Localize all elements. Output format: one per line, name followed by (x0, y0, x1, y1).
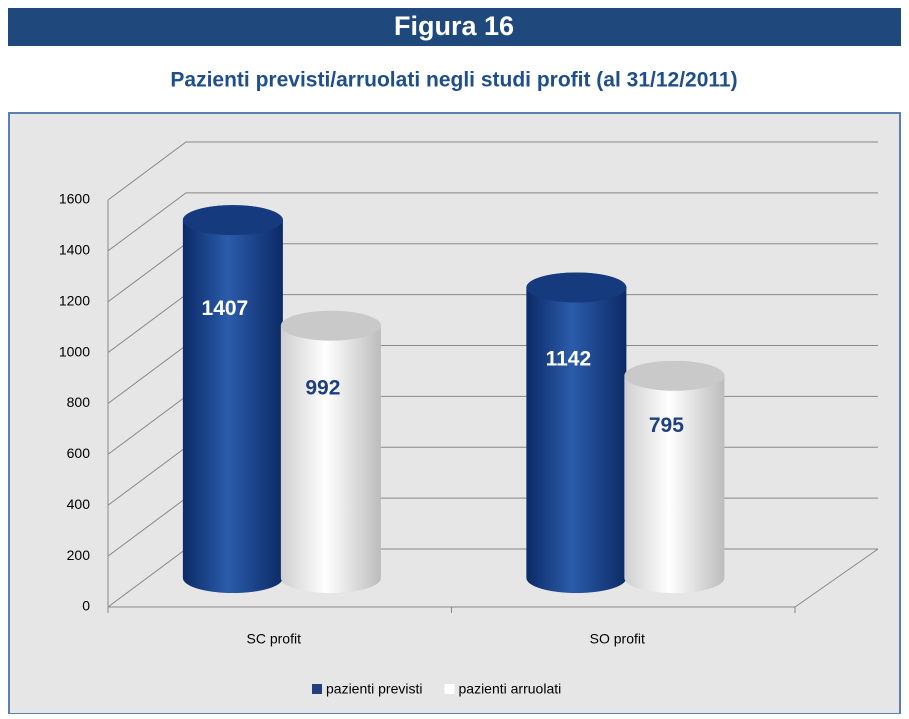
data-label: 1407 (202, 297, 249, 320)
y-tick-label: 200 (67, 547, 91, 563)
grid-line (107, 192, 878, 252)
plot-frame (8, 112, 901, 715)
y-tick-label: 1200 (59, 292, 90, 308)
chart-title: Pazienti previsti/arruolati negli studi … (170, 69, 737, 92)
bar-top (280, 310, 381, 341)
y-tick-label: 1000 (59, 343, 90, 359)
y-tick-label: 600 (67, 445, 91, 461)
legend-label: pazienti previsti (326, 681, 423, 697)
plot: 0 200 400 600 800 1000 1200 1400 1600 SC profit 14… (59, 141, 879, 697)
bar (182, 205, 283, 594)
y-tick-label: 0 (82, 598, 90, 614)
legend-swatch (444, 684, 455, 694)
y-tick-label: 1400 (59, 242, 90, 258)
data-label: 1142 (546, 348, 592, 371)
bar-top (526, 272, 627, 303)
y-tick-label: 400 (67, 496, 91, 512)
y-tick-label: 1600 (59, 191, 90, 207)
bar (624, 360, 725, 594)
y-tick-label: 800 (67, 394, 91, 410)
bar (280, 310, 381, 594)
legend-label: pazienti arruolati (459, 681, 562, 697)
legend-swatch (312, 684, 322, 694)
bar-top (182, 205, 283, 236)
x-tick-label: SC profit (247, 631, 302, 647)
bar (526, 272, 627, 594)
x-tick-label: SO profit (590, 631, 645, 647)
grid-line (107, 141, 878, 201)
figure-label: Figura 16 (394, 11, 514, 41)
data-label: 992 (305, 376, 340, 399)
header-bar (8, 8, 901, 46)
data-label: 795 (649, 414, 684, 437)
bar-top (624, 360, 725, 391)
